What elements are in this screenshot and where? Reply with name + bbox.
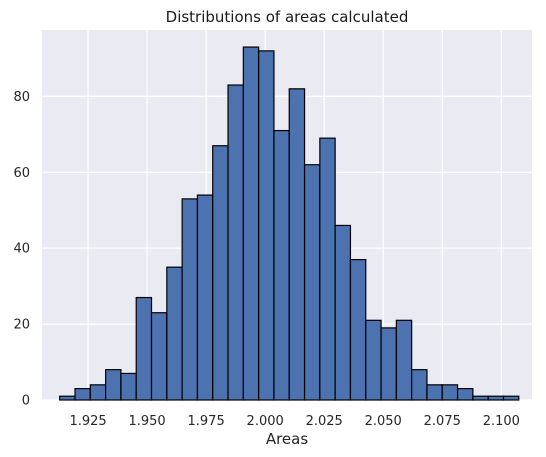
histogram-bar xyxy=(365,319,382,401)
histogram-bar xyxy=(319,137,336,401)
y-tick-label: 40 xyxy=(13,242,30,257)
y-tick-label: 80 xyxy=(13,90,30,105)
histogram-bar xyxy=(242,46,260,401)
x-tick-label: 1.975 xyxy=(188,414,225,429)
histogram-bar xyxy=(288,88,306,401)
y-tick-label: 60 xyxy=(13,166,30,181)
histogram-bar xyxy=(227,84,244,401)
histogram-bar xyxy=(334,224,352,401)
histogram-bar xyxy=(426,384,443,401)
x-tick-labels: 1.925 1.950 1.975 2.000 2.025 2.050 2.075 2.100 xyxy=(69,414,519,429)
histogram-bar xyxy=(380,327,397,401)
histogram-bar xyxy=(166,266,183,401)
histogram-bar xyxy=(196,194,214,401)
x-tick-label: 1.925 xyxy=(69,414,106,429)
histogram-bar xyxy=(472,395,489,401)
y-tick-labels: 0 20 40 60 80 xyxy=(13,90,30,409)
histogram-bar xyxy=(395,319,413,401)
histogram-bar xyxy=(502,395,520,401)
histogram-bar xyxy=(411,369,428,401)
x-tick-label: 2.100 xyxy=(483,414,520,429)
x-tick-label: 2.000 xyxy=(247,414,284,429)
histogram-bar xyxy=(181,198,199,401)
histogram-bar xyxy=(150,312,168,401)
histogram-bar xyxy=(273,129,290,401)
histogram-bars xyxy=(59,46,520,401)
histogram-bar xyxy=(349,258,367,401)
histogram-bar xyxy=(105,369,122,401)
x-axis-label: Areas xyxy=(266,430,309,448)
x-tick-label: 2.050 xyxy=(365,414,402,429)
histogram-bar xyxy=(59,395,76,401)
chart-title: Distributions of areas calculated xyxy=(166,8,409,26)
histogram-bar xyxy=(303,164,321,401)
y-tick-label: 20 xyxy=(13,318,30,333)
histogram-bar xyxy=(212,145,229,401)
x-tick-label: 1.950 xyxy=(128,414,165,429)
histogram-bar xyxy=(120,372,137,401)
histogram-bar xyxy=(441,384,459,401)
histogram-bar xyxy=(456,388,474,401)
x-tick-label: 2.025 xyxy=(306,414,343,429)
histogram-bar xyxy=(74,388,91,401)
histogram-bar xyxy=(258,50,275,401)
y-tick-label: 0 xyxy=(22,394,30,409)
x-tick-label: 2.075 xyxy=(424,414,461,429)
histogram-bar xyxy=(487,395,505,401)
histogram-bar xyxy=(135,296,153,401)
histogram-bar xyxy=(89,384,107,401)
